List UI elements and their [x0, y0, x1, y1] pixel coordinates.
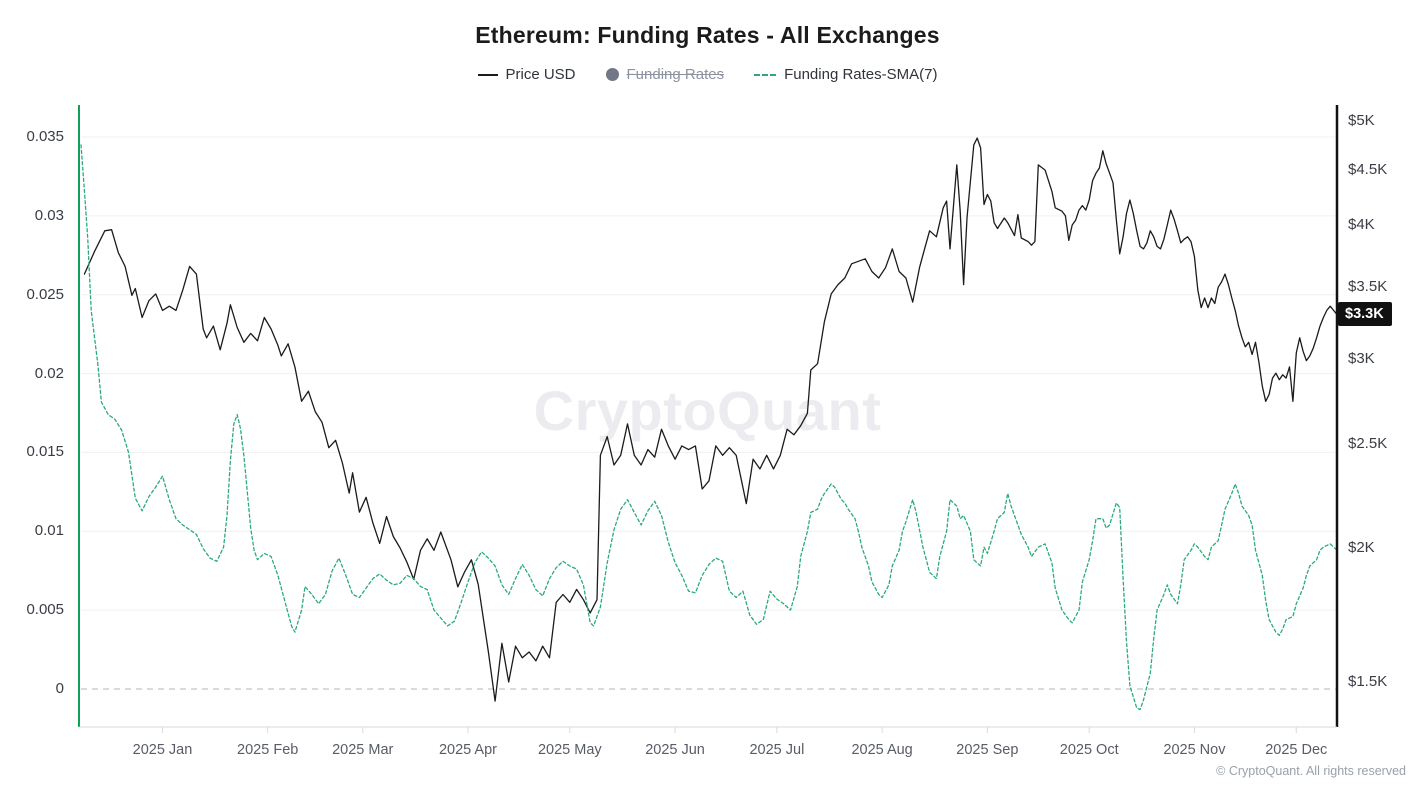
- left-axis-tick-0.02: 0.02: [34, 364, 64, 382]
- x-axis-tick-2025-Jul: 2025 Jul: [749, 742, 805, 758]
- right-axis-tick-$2.5K: $2.5K: [1348, 435, 1388, 452]
- right-axis-tick-$3.5K: $3.5K: [1348, 278, 1388, 296]
- legend-item-funding-rates-sma-7-[interactable]: Funding Rates-SMA(7): [754, 66, 937, 83]
- legend-label: Funding Rates: [626, 66, 725, 83]
- x-axis-tick-2025-Jun: 2025 Jun: [645, 742, 705, 758]
- legend-label: Price USD: [505, 66, 576, 83]
- x-axis-tick-2025-Dec: 2025 Dec: [1265, 742, 1328, 758]
- x-axis-tick-2025-Feb: 2025 Feb: [237, 742, 299, 758]
- last-price-badge: $3.3K: [1338, 301, 1392, 326]
- x-axis-tick-2025-Apr: 2025 Apr: [438, 742, 497, 758]
- left-axis-tick-0.03: 0.03: [34, 206, 64, 224]
- legend-label: Funding Rates-SMA(7): [784, 66, 938, 83]
- x-axis-tick-2025-Oct: 2025 Oct: [1059, 742, 1119, 758]
- x-axis-tick-2025-Mar: 2025 Mar: [332, 742, 394, 758]
- cryptoquant-watermark: CryptoQuant: [533, 379, 882, 442]
- sma-dashed-line-icon: [754, 73, 777, 76]
- right-axis-tick-$5K: $5K: [1348, 112, 1375, 129]
- x-axis-tick-2025-Aug: 2025 Aug: [851, 742, 913, 758]
- left-axis-tick-0: 0: [55, 680, 64, 697]
- right-axis-tick-$4.5K: $4.5K: [1348, 161, 1388, 179]
- left-axis-tick-0.01: 0.01: [34, 522, 64, 540]
- legend-item-funding-rates[interactable]: Funding Rates: [605, 66, 725, 83]
- chart-title: Ethereum: Funding Rates - All Exchanges: [475, 22, 940, 48]
- right-axis-tick-$4K: $4K: [1348, 215, 1375, 233]
- x-axis-tick-2025-Nov: 2025 Nov: [1163, 742, 1226, 758]
- funding-rates-dot-icon: [605, 68, 619, 81]
- x-axis-tick-2025-Jan: 2025 Jan: [132, 742, 193, 758]
- left-axis-tick-0.025: 0.025: [26, 285, 64, 303]
- left-axis-tick-0.035: 0.035: [26, 128, 64, 145]
- right-axis-tick-$2K: $2K: [1348, 538, 1375, 556]
- x-axis-tick-2025-Sep: 2025 Sep: [956, 742, 1019, 758]
- legend-item-price-usd[interactable]: Price USD: [477, 66, 576, 83]
- left-axis-tick-0.015: 0.015: [26, 443, 64, 461]
- right-axis-tick-$3K: $3K: [1348, 350, 1375, 368]
- copyright-note: © CryptoQuant. All rights reserved: [1216, 764, 1406, 778]
- legend: Price USD Funding Rates Funding Rates-SMA(…: [0, 66, 1415, 83]
- x-axis-tick-2025-May: 2025 May: [537, 742, 602, 758]
- left-axis-tick-0.005: 0.005: [26, 601, 64, 619]
- right-axis-tick-$1.5K: $1.5K: [1348, 673, 1388, 691]
- price-line-icon: [477, 73, 498, 76]
